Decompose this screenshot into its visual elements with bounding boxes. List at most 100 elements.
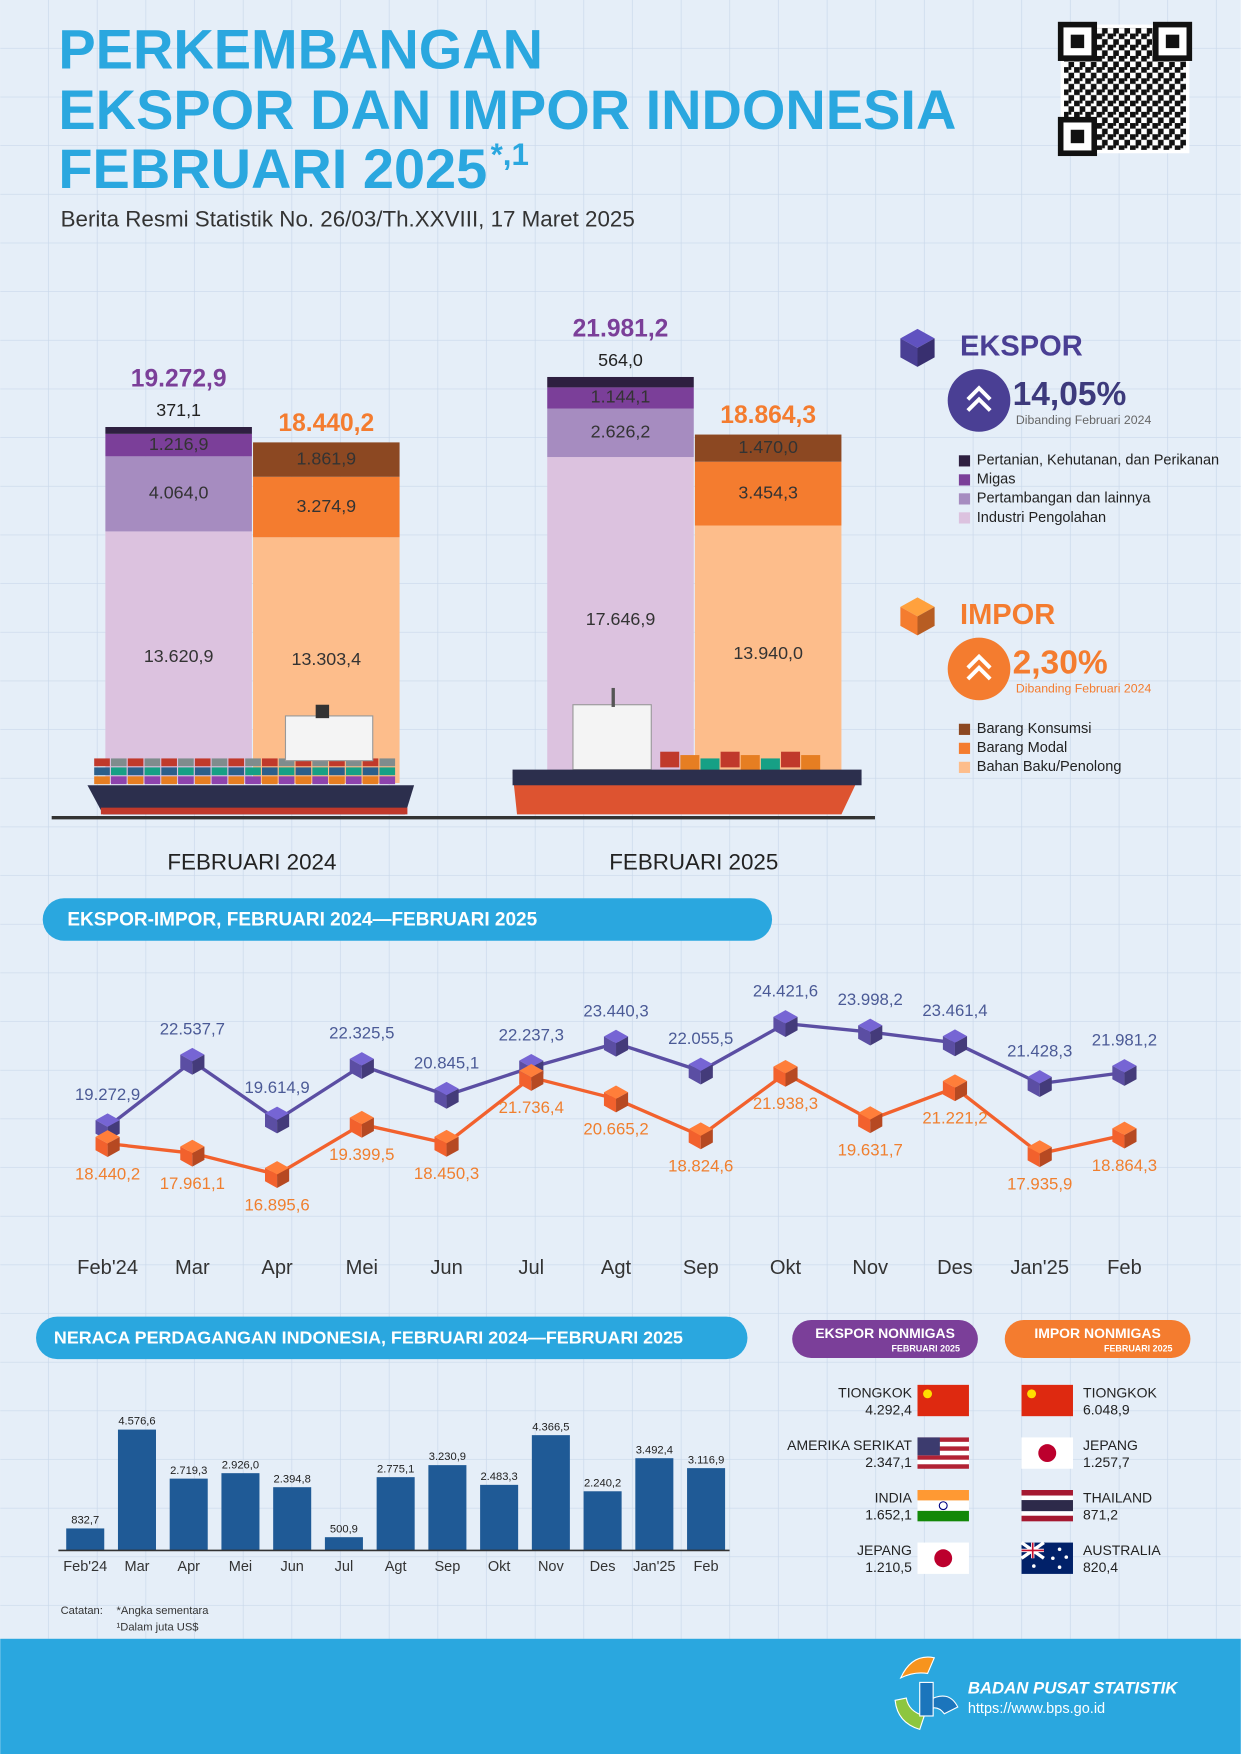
ship-container bbox=[161, 776, 177, 785]
flag-stripe bbox=[917, 1490, 969, 1501]
point-marker bbox=[180, 1047, 205, 1075]
data-label: 17.961,1 bbox=[160, 1174, 225, 1193]
ship-container bbox=[278, 767, 295, 776]
ship-container bbox=[127, 776, 144, 785]
x-tick-label: Des bbox=[590, 1559, 616, 1575]
cube-left bbox=[180, 1054, 193, 1075]
cube-left bbox=[942, 1036, 955, 1057]
ship-container bbox=[329, 767, 345, 776]
flag-stripe bbox=[917, 1446, 969, 1451]
country-flag bbox=[917, 1437, 969, 1469]
flag-star bbox=[1057, 1565, 1062, 1569]
bar-segment bbox=[547, 408, 694, 458]
bar-segment bbox=[105, 531, 252, 784]
title-line: EKSPOR DAN IMPOR INDONESIA bbox=[58, 78, 956, 141]
ship-container bbox=[161, 767, 177, 776]
data-label: 19.272,9 bbox=[75, 1085, 140, 1104]
partner-period: FEBRUARI 2025 bbox=[1104, 1343, 1173, 1353]
cube-left bbox=[349, 1117, 362, 1138]
ship-hull bbox=[87, 785, 415, 815]
ship-container bbox=[127, 767, 144, 776]
data-label: 18.440,2 bbox=[75, 1164, 140, 1183]
cube-right bbox=[917, 338, 935, 367]
flag-star bbox=[1032, 1564, 1036, 1568]
country-flag bbox=[1020, 1541, 1073, 1574]
legend-swatch bbox=[958, 512, 971, 524]
ship-container bbox=[362, 767, 379, 776]
cube-right bbox=[870, 1112, 883, 1134]
note: ¹Dalam juta US$ bbox=[117, 1622, 200, 1634]
flag-stripe bbox=[1021, 1500, 1073, 1512]
flag-disc bbox=[934, 1549, 953, 1568]
country-value: 1.210,5 bbox=[865, 1559, 912, 1575]
x-tick-label: Mei bbox=[229, 1559, 252, 1575]
ship-container bbox=[228, 776, 245, 785]
footer-org: BADAN PUSAT STATISTIK bbox=[968, 1679, 1179, 1698]
x-tick-label: Jan'25 bbox=[633, 1559, 675, 1575]
country-flag bbox=[917, 1542, 969, 1574]
data-label: 3.116,9 bbox=[688, 1454, 724, 1466]
group-icon bbox=[900, 597, 935, 636]
total-label: 19.272,9 bbox=[131, 366, 227, 393]
cube-right bbox=[107, 1136, 120, 1157]
cube-left bbox=[180, 1146, 193, 1167]
segment-label: 3.454,3 bbox=[738, 482, 798, 502]
note: *Angka sementara bbox=[117, 1605, 210, 1617]
bar bbox=[635, 1458, 674, 1551]
change-comparison: Dibanding Februari 2024 bbox=[1016, 681, 1152, 695]
data-label: 22.237,3 bbox=[499, 1025, 564, 1044]
bar-segment bbox=[694, 434, 842, 462]
ship-container bbox=[362, 758, 379, 767]
ship-container bbox=[801, 755, 821, 771]
country-flag bbox=[1021, 1490, 1073, 1522]
flag-stripe bbox=[1021, 1495, 1073, 1501]
change-arrow bbox=[966, 385, 992, 401]
cube-right bbox=[361, 1117, 374, 1138]
x-tick-label: Apr bbox=[261, 1257, 293, 1279]
ship-container bbox=[228, 767, 245, 776]
bar bbox=[531, 1435, 570, 1551]
flag-stripe bbox=[917, 1510, 969, 1522]
legend-label: Industri Pengolahan bbox=[977, 510, 1106, 526]
segment-label: 1.470,0 bbox=[738, 437, 798, 457]
flag-stripe bbox=[1021, 1490, 1073, 1496]
ship-container bbox=[720, 751, 740, 768]
data-label: 3.492,4 bbox=[636, 1444, 673, 1456]
x-tick-label: Mar bbox=[175, 1257, 210, 1279]
ship-container bbox=[312, 776, 328, 785]
flag-star bbox=[923, 1389, 933, 1399]
section-title-pill bbox=[42, 898, 773, 941]
data-label: 23.440,3 bbox=[583, 1001, 648, 1020]
bar-segment bbox=[253, 442, 400, 477]
cube-right bbox=[1124, 1065, 1137, 1086]
data-label: 21.981,2 bbox=[1092, 1031, 1157, 1050]
country-value: 4.292,4 bbox=[865, 1401, 912, 1417]
ship-container bbox=[245, 758, 261, 767]
section-title-pill bbox=[36, 1316, 748, 1360]
bar bbox=[480, 1484, 519, 1551]
data-label: 2.394,8 bbox=[274, 1473, 311, 1485]
ship-container bbox=[680, 755, 700, 771]
x-tick-label: Jul bbox=[335, 1559, 354, 1575]
data-label: 2.926,0 bbox=[222, 1459, 259, 1471]
data-label: 19.399,5 bbox=[329, 1145, 394, 1164]
x-tick-label: Feb bbox=[694, 1559, 719, 1575]
flag-union-red bbox=[1021, 1542, 1044, 1559]
cube-top bbox=[434, 1129, 459, 1144]
data-label: 500,9 bbox=[330, 1523, 358, 1535]
data-label: 22.055,5 bbox=[668, 1029, 733, 1048]
footer-url: https://www.bps.go.id bbox=[968, 1701, 1105, 1717]
country-flag bbox=[1021, 1437, 1073, 1469]
cube-right bbox=[954, 1081, 968, 1102]
country-value: 820,4 bbox=[1083, 1559, 1118, 1575]
data-label: 832,7 bbox=[71, 1515, 99, 1527]
legend-label: Pertambangan dan lainnya bbox=[977, 491, 1152, 507]
ship-container bbox=[211, 776, 228, 785]
subtitle: Berita Resmi Statistik No. 26/03/Th.XXVI… bbox=[61, 206, 635, 231]
bar-segment bbox=[694, 525, 842, 784]
flag-disc bbox=[1038, 1444, 1057, 1463]
cube-top bbox=[180, 1047, 205, 1062]
ship-container bbox=[211, 758, 228, 767]
ship-container bbox=[660, 751, 680, 768]
ship-container bbox=[194, 758, 211, 767]
